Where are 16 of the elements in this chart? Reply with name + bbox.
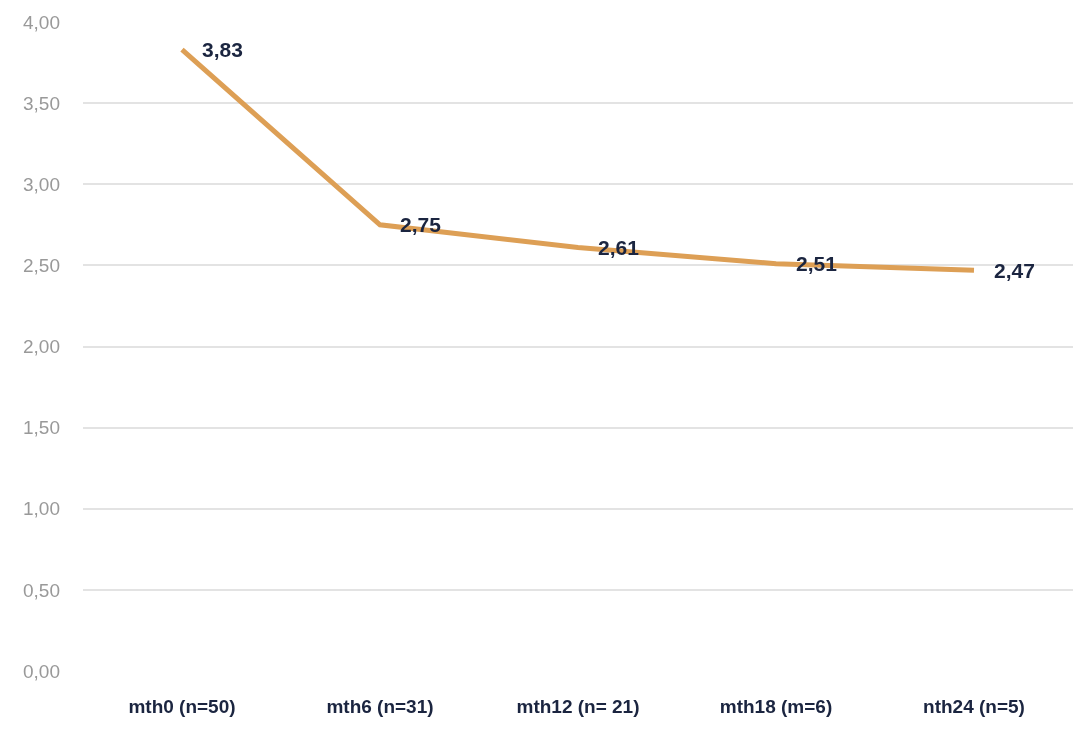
y-tick-label: 1,00 bbox=[23, 498, 60, 520]
data-label: 2,47 bbox=[994, 259, 1035, 282]
x-tick-label: nth24 (n=5) bbox=[923, 696, 1025, 717]
y-tick-label: 2,50 bbox=[23, 255, 60, 277]
x-tick-label: mth12 (n= 21) bbox=[516, 696, 640, 717]
y-tick-label: 3,00 bbox=[23, 173, 60, 195]
y-tick-label: 2,00 bbox=[23, 336, 60, 358]
data-label: 3,83 bbox=[202, 38, 243, 61]
x-tick-label: mth0 (n=50) bbox=[128, 696, 236, 717]
y-tick-label: 0,50 bbox=[23, 579, 60, 601]
y-tick-label: 3,50 bbox=[23, 92, 60, 114]
x-tick-label: mth6 (n=31) bbox=[326, 696, 434, 717]
x-tick-label: mth18 (m=6) bbox=[719, 696, 833, 717]
y-tick-label: 1,50 bbox=[23, 417, 60, 439]
y-tick-label: 0,00 bbox=[23, 660, 60, 682]
y-tick-label: 4,00 bbox=[23, 11, 60, 33]
